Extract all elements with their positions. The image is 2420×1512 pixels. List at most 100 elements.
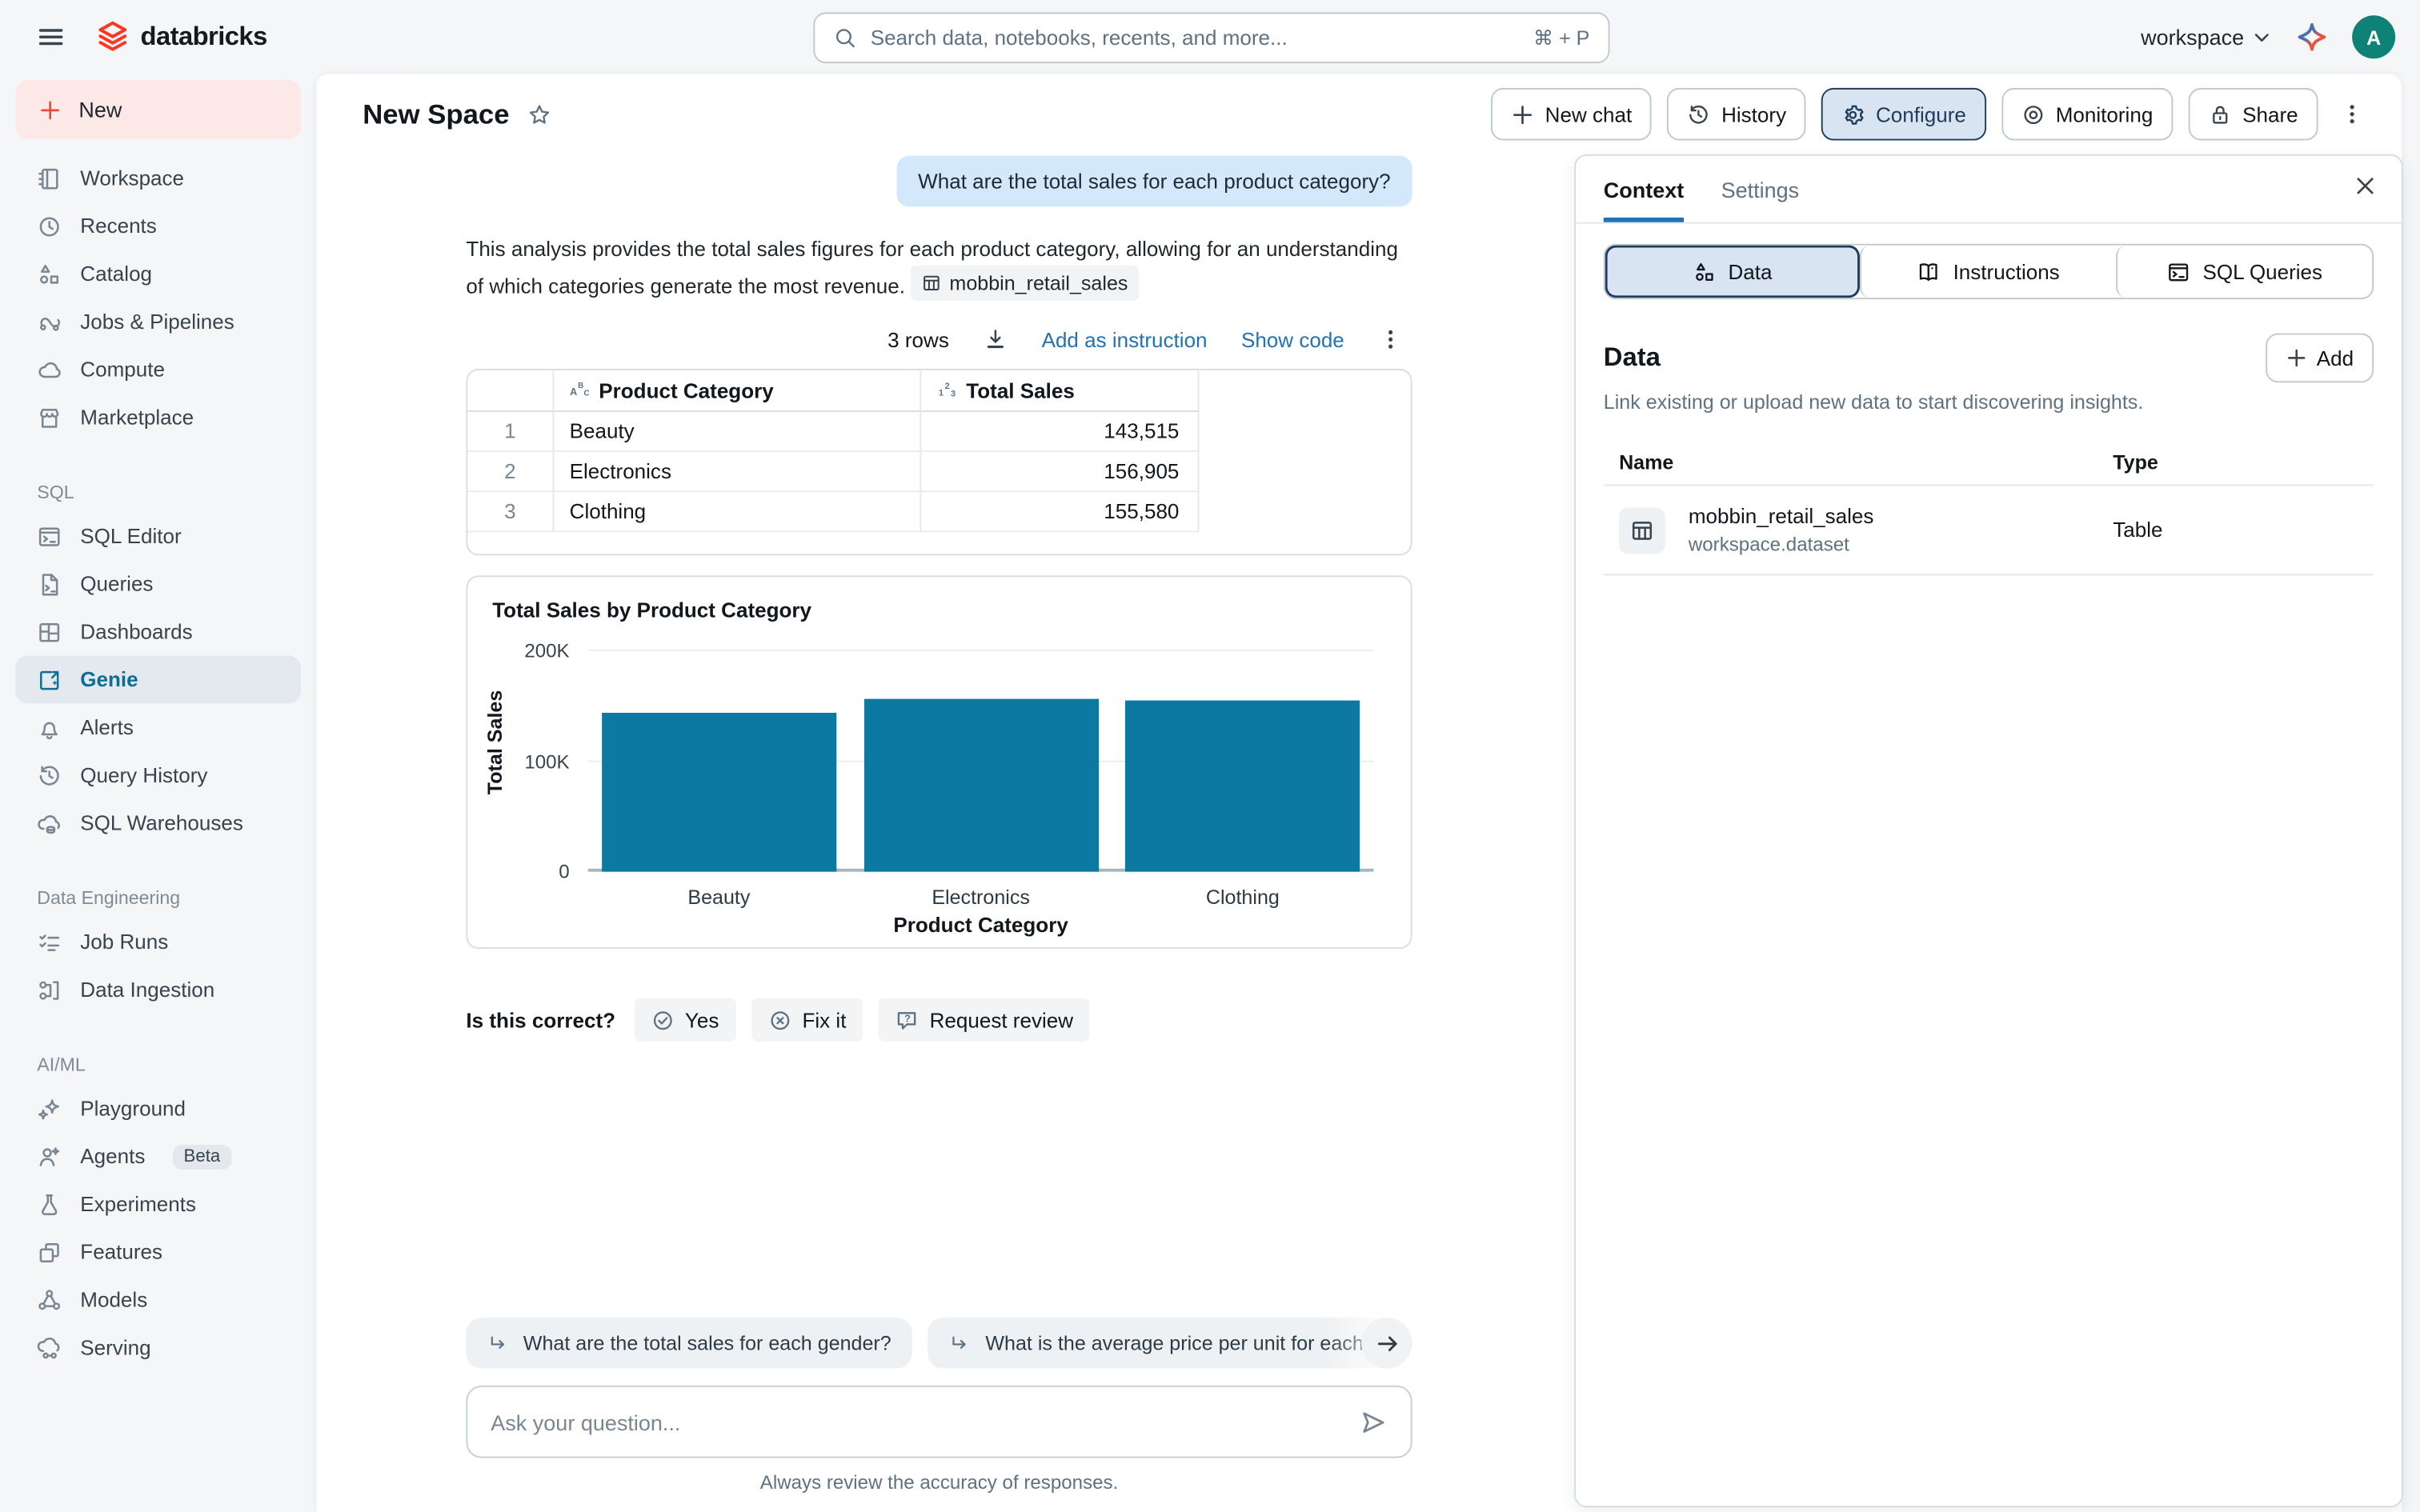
workspace-switcher[interactable]: workspace [2141,25,2272,50]
svg-text:?: ? [905,1012,912,1023]
x-tick-label: Electronics [932,885,1030,909]
sidebar-item-catalog[interactable]: Catalog [15,250,301,298]
top-bar: databricks ⌘ + P workspace A [0,0,2420,74]
question-input[interactable] [491,1409,1344,1434]
check-circle-icon [651,1008,674,1031]
network-icon [37,1287,62,1312]
sidebar-item-sql-warehouses[interactable]: SQL Warehouses [15,799,301,847]
svg-text:3: 3 [951,390,956,399]
user-avatar[interactable]: A [2352,15,2396,59]
sidebar-item-dashboards[interactable]: Dashboards [15,608,301,656]
configure-button[interactable]: Configure [1821,87,1986,141]
show-code-link[interactable]: Show code [1240,327,1344,351]
view-data[interactable]: Data [1605,245,1860,298]
type-column-header: Type [2113,450,2158,474]
chart-categories: Beauty Electronics Clothing [588,886,1374,909]
bell-icon [37,715,62,740]
column-header-product-category[interactable]: A B C Product Category [554,370,922,412]
global-search[interactable]: ⌘ + P [813,12,1610,64]
search-shortcut: ⌘ + P [1533,25,1590,49]
feedback-fix-button[interactable]: Fix it [751,998,863,1042]
sidebar-item-alerts[interactable]: Alerts [15,703,301,751]
row-count: 3 rows [887,327,949,351]
pipelines-icon [37,310,62,334]
view-instructions[interactable]: Instructions [1859,245,2116,298]
search-input[interactable] [870,26,1520,50]
header-actions: New chat History Configure Monitoring Sh… [1491,87,2370,141]
sidebar-item-compute[interactable]: Compute [15,346,301,394]
source-table-chip[interactable]: mobbin_retail_sales [911,265,1139,302]
feedback-prompt: Is this correct? [466,1008,616,1032]
sidebar: New Workspace Recents Catalog Jobs & Pip… [0,74,316,1512]
dataset-path[interactable]: workspace.dataset [1688,534,1849,556]
add-data-button[interactable]: Add [2266,333,2374,383]
column-header-total-sales[interactable]: 1 2 3 Total Sales [921,370,1200,412]
sidebar-item-features[interactable]: Features [15,1228,301,1276]
tab-context[interactable]: Context [1603,178,1685,222]
context-data-table: Name Type mobbin_retail_sales workspace.… [1603,440,2374,576]
sidebar-item-marketplace[interactable]: Marketplace [15,394,301,442]
sidebar-item-workspace[interactable]: Workspace [15,154,301,202]
sidebar-item-experiments[interactable]: Experiments [15,1180,301,1228]
favorite-star-icon[interactable] [528,102,551,126]
sidebar-item-serving[interactable]: Serving [15,1324,301,1372]
view-sql-queries[interactable]: SQL Queries [2116,245,2372,298]
suggestion-chip[interactable]: What is the average price per unit for e… [928,1317,1412,1369]
y-tick-label: 100K [524,751,570,774]
question-input-box[interactable] [466,1385,1412,1458]
result-kebab-icon[interactable] [1378,327,1403,352]
tab-settings[interactable]: Settings [1721,177,1800,202]
close-icon [2354,174,2377,198]
serving-cloud-icon [37,1335,62,1360]
history-button[interactable]: History [1667,87,1807,141]
feedback-yes-button[interactable]: Yes [634,998,736,1042]
book-icon [1917,260,1941,283]
assistant-sparkle-icon[interactable] [2297,22,2328,53]
new-button[interactable]: New [15,80,302,139]
context-table-row[interactable]: mobbin_retail_sales workspace.dataset Ta… [1603,486,2374,576]
suggestion-chip[interactable]: What are the total sales for each gender… [466,1317,913,1369]
sidebar-item-data-ingestion[interactable]: Data Ingestion [15,966,301,1014]
databricks-logo[interactable]: databricks [96,20,267,54]
sidebar-item-sql-editor[interactable]: SQL Editor [15,512,301,560]
bar-electronics [863,698,1099,872]
dataset-type: Table [2113,518,2163,542]
checklist-icon [37,930,62,954]
share-button[interactable]: Share [2188,87,2318,141]
sidebar-item-queries[interactable]: Queries [15,560,301,608]
add-as-instruction-link[interactable]: Add as instruction [1041,327,1208,351]
suggestions-row: What are the total sales for each gender… [466,1317,1412,1369]
more-options-button[interactable] [2334,96,2370,133]
ingestion-icon [37,978,62,1002]
eye-icon [2021,102,2045,126]
sidebar-item-playground[interactable]: Playground [15,1085,301,1133]
sidebar-item-query-history[interactable]: Query History [15,751,301,799]
hamburger-menu-icon[interactable] [37,23,65,51]
topbar-right-cluster: workspace A [2141,0,2396,74]
dashboard-grid-icon [37,619,62,644]
sidebar-item-recents[interactable]: Recents [15,202,301,250]
more-suggestions-button[interactable] [1360,1317,1412,1369]
terminal-icon [37,524,62,549]
genie-icon [37,667,62,692]
download-icon[interactable] [983,327,1008,352]
cloud-database-icon [37,810,62,835]
sidebar-item-models[interactable]: Models [15,1276,301,1324]
dataset-name: mobbin_retail_sales [1688,504,1874,528]
assistant-answer-text: This analysis provides the total sales f… [466,237,1398,298]
send-button[interactable] [1360,1408,1388,1436]
bar-beauty [601,713,836,872]
assistant-answer: This analysis provides the total sales f… [466,233,1412,302]
catalog-icon [37,262,62,286]
databricks-logo-text: databricks [140,21,267,51]
monitoring-button[interactable]: Monitoring [2001,87,2174,141]
new-chat-button[interactable]: New chat [1491,87,1653,141]
sidebar-item-jobs-pipelines[interactable]: Jobs & Pipelines [15,298,301,346]
feedback-review-button[interactable]: ? Request review [878,998,1091,1042]
sidebar-item-job-runs[interactable]: Job Runs [15,918,301,966]
panel-close-button[interactable] [2354,174,2377,198]
sidebar-item-genie[interactable]: Genie [15,655,302,704]
results-table-header: A B C Product Category 1 2 3 Total Sales [467,370,1200,412]
sidebar-item-agents[interactable]: Agents Beta [15,1133,301,1181]
